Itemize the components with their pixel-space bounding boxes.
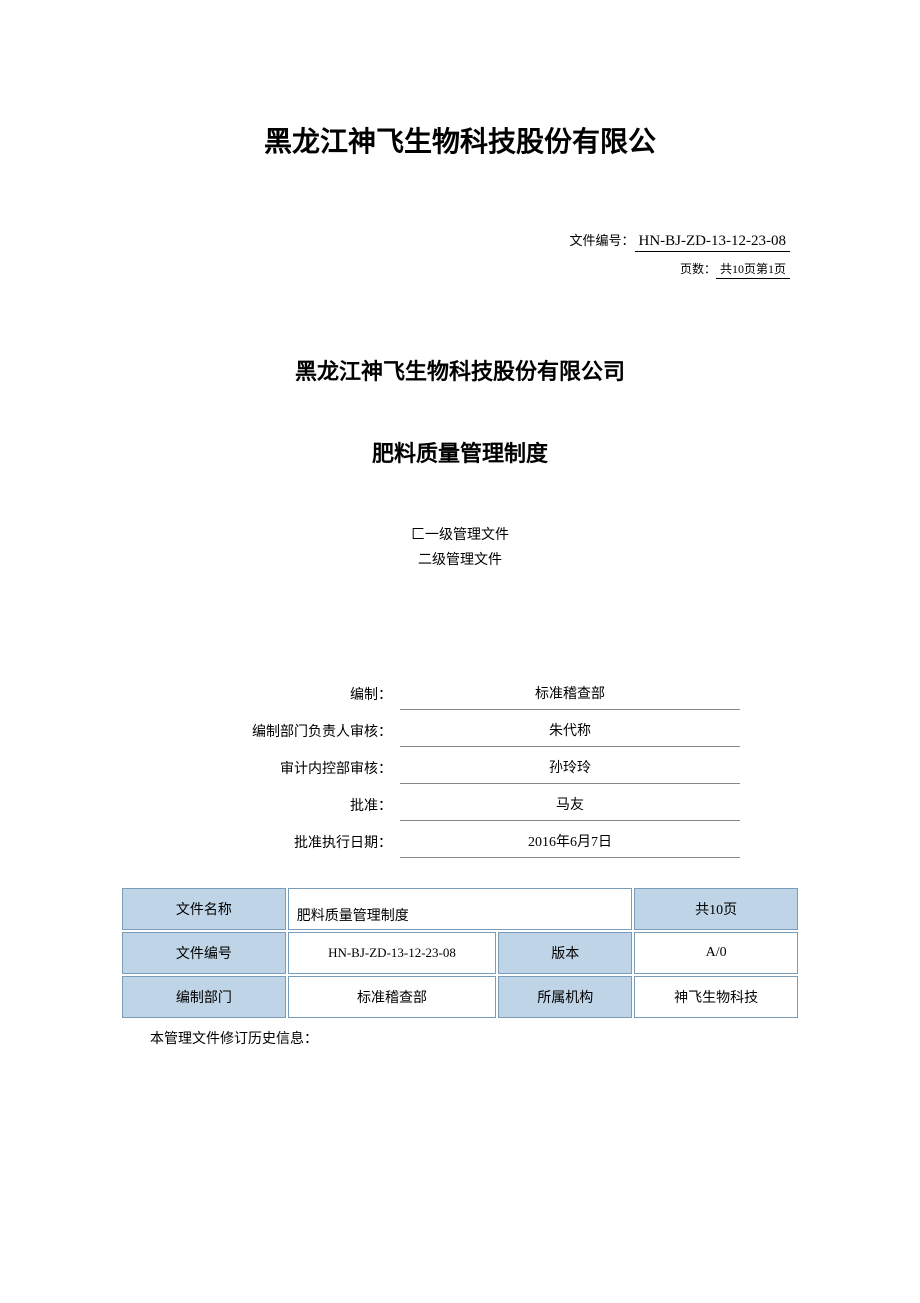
management-level-box: 匚一级管理文件 二级管理文件	[120, 523, 800, 573]
page-count-label: 页数：	[680, 262, 716, 276]
document-title: 肥料质量管理制度	[120, 436, 800, 468]
cell-dept-label: 编制部门	[122, 976, 286, 1018]
sign-row-dept-review: 编制部门负责人审核： 朱代称	[180, 720, 740, 747]
page-count-line: 页数：共10页第1页	[120, 260, 800, 279]
cell-version-label: 版本	[498, 932, 632, 974]
sign-row-compiler: 编制： 标准稽查部	[180, 683, 740, 710]
sign-value: 马友	[400, 794, 740, 821]
cell-total-pages: 共10页	[634, 888, 798, 930]
sign-label: 批准执行日期：	[180, 832, 400, 858]
level-1-line: 匚一级管理文件	[120, 523, 800, 548]
cell-org-value: 神飞生物科技	[634, 976, 798, 1018]
sign-value: 标准稽查部	[400, 683, 740, 710]
main-company-title: 黑龙江神飞生物科技股份有限公	[120, 120, 800, 160]
table-row: 文件编号 HN-BJ-ZD-13-12-23-08 版本 A/0	[122, 932, 798, 974]
document-page: 黑龙江神飞生物科技股份有限公 文件编号：HN-BJ-ZD-13-12-23-08…	[0, 0, 920, 1088]
sign-label: 编制：	[180, 684, 400, 710]
cell-version-value: A/0	[634, 932, 798, 974]
document-info-table: 文件名称 肥料质量管理制度 共10页 文件编号 HN-BJ-ZD-13-12-2…	[120, 886, 800, 1020]
cell-dept-value: 标准稽查部	[288, 976, 496, 1018]
table-row: 编制部门 标准稽查部 所属机构 神飞生物科技	[122, 976, 798, 1018]
cell-file-name-label: 文件名称	[122, 888, 286, 930]
cell-file-name-value: 肥料质量管理制度	[288, 888, 632, 930]
sign-label: 批准：	[180, 795, 400, 821]
sign-label: 编制部门负责人审核：	[180, 721, 400, 747]
doc-number-value: HN-BJ-ZD-13-12-23-08	[635, 233, 790, 252]
level-2-line: 二级管理文件	[120, 548, 800, 573]
signature-block: 编制： 标准稽查部 编制部门负责人审核： 朱代称 审计内控部审核： 孙玲玲 批准…	[180, 683, 740, 858]
cell-file-no-label: 文件编号	[122, 932, 286, 974]
sign-value: 2016年6月7日	[400, 831, 740, 858]
cell-org-label: 所属机构	[498, 976, 632, 1018]
sign-row-approval: 批准： 马友	[180, 794, 740, 821]
company-name: 黑龙江神飞生物科技股份有限公司	[120, 354, 800, 386]
sign-row-audit-review: 审计内控部审核： 孙玲玲	[180, 757, 740, 784]
doc-number-label: 文件编号：	[570, 233, 635, 248]
sign-value: 朱代称	[400, 720, 740, 747]
table-row: 文件名称 肥料质量管理制度 共10页	[122, 888, 798, 930]
cell-file-no-value: HN-BJ-ZD-13-12-23-08	[288, 932, 496, 974]
page-count-value: 共10页第1页	[716, 260, 790, 279]
doc-number-line: 文件编号：HN-BJ-ZD-13-12-23-08	[120, 230, 800, 252]
sign-value: 孙玲玲	[400, 757, 740, 784]
sign-label: 审计内控部审核：	[180, 758, 400, 784]
sign-row-effective-date: 批准执行日期： 2016年6月7日	[180, 831, 740, 858]
revision-history-note: 本管理文件修订历史信息：	[120, 1028, 800, 1048]
